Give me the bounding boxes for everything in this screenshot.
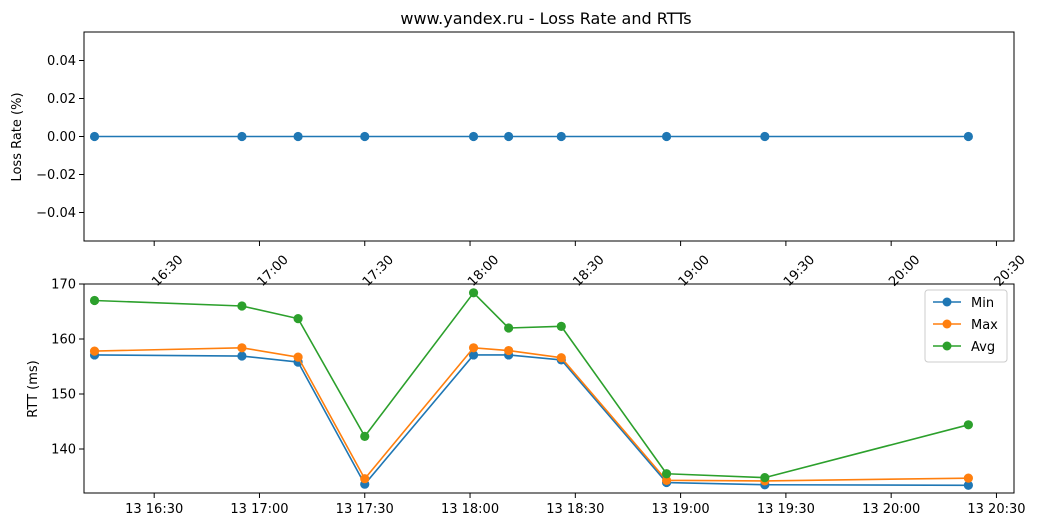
loss-y-tick-label: −0.02 [36, 168, 76, 183]
rtt-point-avg [360, 431, 370, 441]
rtt-y-axis-label: RTT (ms) [26, 360, 41, 417]
loss-rate-y-axis-label: Loss Rate (%) [10, 92, 25, 181]
rtt-point-max [360, 474, 370, 484]
rtt-x-tick-label: 13 17:30 [336, 502, 394, 517]
rtt-point-avg [237, 301, 247, 311]
rtt-point-max [89, 346, 100, 356]
rtt-point-max [504, 345, 514, 356]
rtt-x-tick-label: 13 20:30 [967, 502, 1025, 517]
rtt-x-tick-label: 13 17:00 [230, 502, 288, 517]
rtt-x-tick-label: 13 16:30 [125, 502, 183, 517]
rtt-x-tick-label: 13 20:00 [862, 502, 920, 517]
rtt-x-tick-label: 13 18:00 [441, 502, 499, 517]
rtt-point-avg [963, 420, 973, 430]
rtt-y-tick-label: 170 [51, 278, 76, 293]
rtt-point-avg [468, 288, 479, 298]
loss-point-loss-rate [504, 131, 514, 142]
loss-point-loss-rate [556, 131, 566, 142]
legend-marker-min [942, 297, 952, 307]
legend-label-max: Max [971, 318, 998, 333]
rtt-series-line-min [94, 354, 969, 487]
loss-y-tick-label: −0.04 [36, 206, 76, 221]
loss-point-loss-rate [760, 131, 770, 142]
legend-label-min: Min [971, 296, 994, 311]
loss-point-loss-rate [468, 131, 479, 142]
loss-point-loss-rate [293, 131, 303, 142]
rtt-point-avg [760, 473, 770, 483]
loss-y-tick-label: 0.02 [47, 92, 76, 107]
legend-marker-max [942, 319, 952, 329]
rtt-point-avg [293, 314, 303, 324]
rtt-x-tick-label: 13 19:30 [757, 502, 815, 517]
rtt-point-max [468, 343, 479, 353]
loss-rate-y-ticks: 0.04 0.02 0.00 −0.02 −0.04 [36, 54, 84, 221]
rtt-point-max [556, 353, 566, 363]
rtt-point-avg [661, 469, 672, 479]
rtt-point-min [468, 350, 479, 360]
legend-entry-avg: Avg [933, 340, 995, 355]
loss-point-loss-rate [661, 131, 672, 142]
loss-rate-series [89, 131, 973, 142]
loss-point-loss-rate [89, 131, 100, 142]
rtt-y-ticks: 170 160 150 140 [51, 278, 84, 458]
rtt-point-avg [504, 323, 514, 333]
rtt-point-max [293, 352, 303, 362]
chart-title: www.yandex.ru - Loss Rate and RTTs [400, 9, 691, 28]
legend-entry-max: Max [933, 318, 998, 333]
loss-y-tick-label: 0.00 [47, 130, 76, 145]
rtt-y-tick-label: 140 [51, 443, 76, 458]
loss-point-loss-rate [963, 131, 973, 142]
loss-y-tick-label: 0.04 [47, 54, 76, 69]
rtt-point-max [963, 473, 973, 483]
rtt-x-ticks: 13 16:30 13 17:00 13 17:30 13 18:00 13 18:30… [125, 493, 1026, 517]
rtt-point-min [237, 351, 247, 361]
legend: Min Max Avg [924, 289, 1008, 363]
loss-point-loss-rate [237, 131, 247, 142]
rtt-axes-frame [83, 283, 1015, 494]
legend-label-avg: Avg [971, 340, 995, 355]
rtt-point-avg [556, 321, 566, 331]
rtt-y-tick-label: 160 [51, 333, 76, 348]
rtt-y-tick-label: 150 [51, 388, 76, 403]
rtt-point-avg [89, 295, 100, 306]
loss-point-loss-rate [360, 131, 370, 142]
rtt-x-tick-label: 13 18:30 [546, 502, 604, 517]
rtt-series [89, 288, 973, 490]
rtt-point-max [237, 343, 247, 353]
rtt-series-line-max [94, 346, 969, 482]
rtt-point-min [963, 480, 973, 490]
rtt-series-line-avg [94, 291, 969, 479]
legend-entry-min: Min [933, 296, 994, 311]
rtt-point-max [661, 475, 672, 485]
rtt-x-tick-label: 13 19:00 [652, 502, 710, 517]
legend-marker-avg [942, 341, 952, 351]
